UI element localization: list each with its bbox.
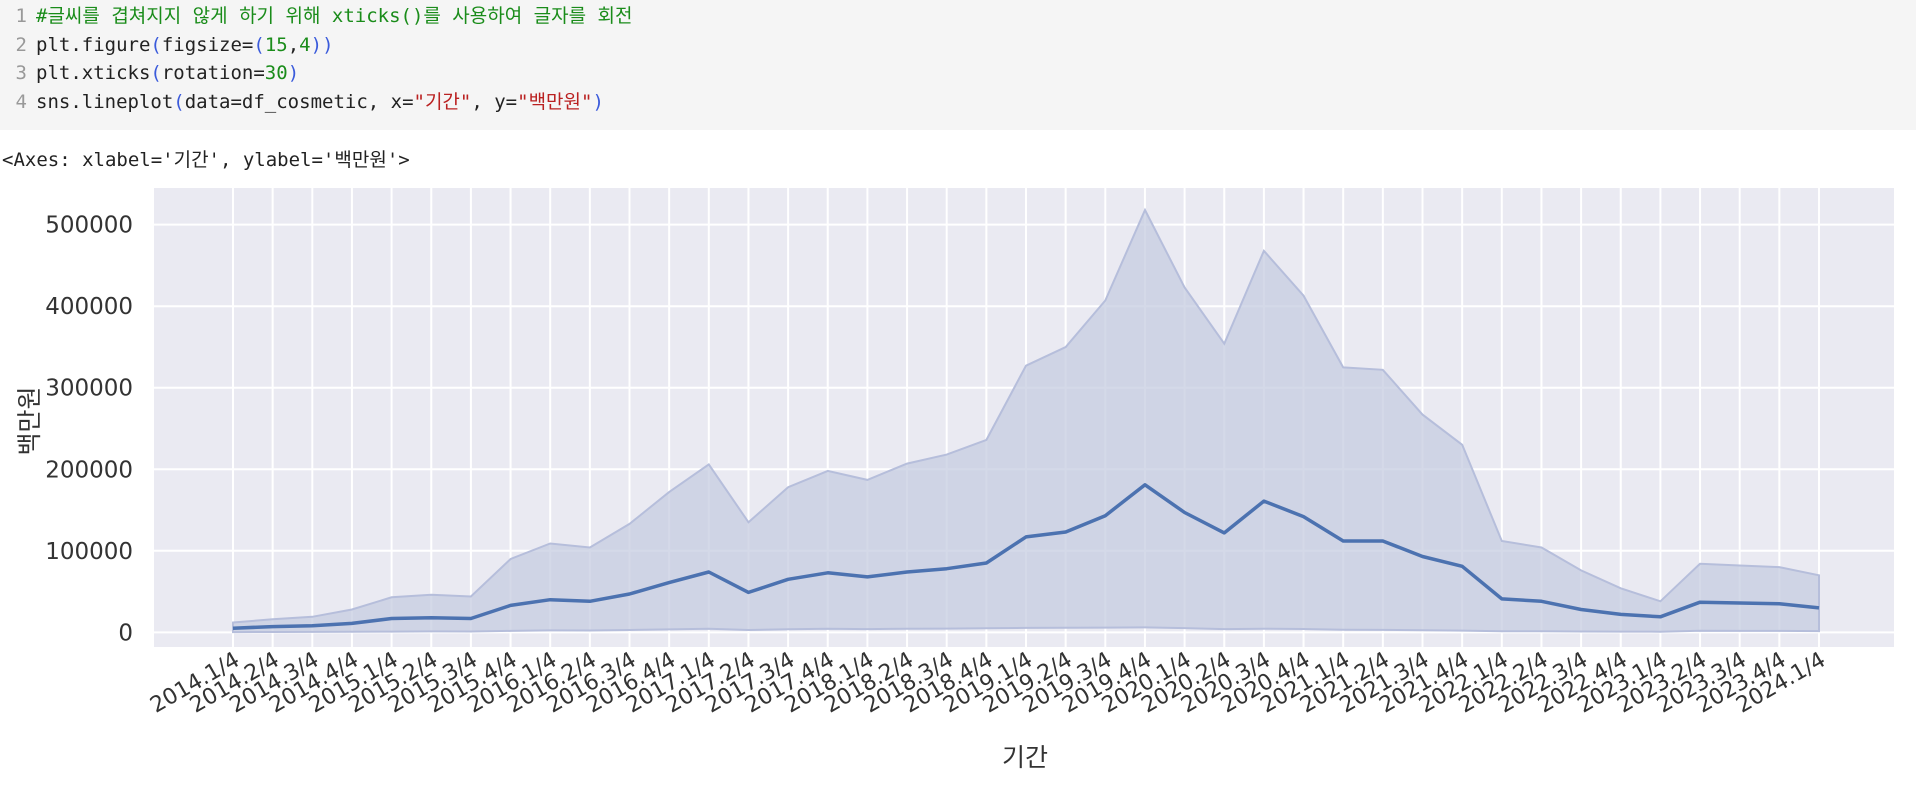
code-number: 30: [264, 62, 288, 84]
y-tick-label: 500000: [45, 213, 133, 239]
code-text: plt.figure(figsize=(15,4)): [36, 34, 334, 56]
code-token: rotation=: [161, 62, 265, 84]
confidence-band: [232, 207, 1820, 634]
code-paren: ): [592, 91, 604, 113]
code-string: "백만원": [517, 91, 593, 113]
y-tick-labels: 0 100000 200000 300000 400000 500000: [45, 213, 133, 647]
code-paren: ): [310, 34, 323, 56]
code-paren: (: [253, 34, 265, 56]
code-token: , y=: [471, 91, 518, 113]
code-line-4: 4 sns.lineplot(data=df_cosmetic, x="기간", …: [0, 88, 604, 116]
y-tick-label: 100000: [45, 539, 133, 565]
y-tick-label: 0: [118, 620, 133, 646]
line-chart: 0 100000 200000 300000 400000 500000 2014.1/4…: [15, 188, 1894, 772]
output-repr: <Axes: xlabel='기간', ylabel='백만원'>: [2, 149, 410, 171]
code-text: sns.lineplot(data=df_cosmetic, x="기간", y…: [36, 91, 604, 113]
line-number: 3: [15, 62, 27, 84]
code-line-3: 3 plt.xticks(rotation=30): [0, 59, 300, 87]
code-paren: (: [173, 91, 185, 113]
code-token: sns.lineplot: [36, 91, 174, 113]
code-token: plt.xticks: [36, 62, 151, 84]
code-string: "기간": [413, 91, 472, 113]
y-axis-label: 백만원: [15, 386, 44, 455]
series-line: [232, 483, 1820, 630]
x-tick-labels: 2014.1/42014.2/42014.3/42014.4/42015.1/4…: [146, 648, 1830, 719]
y-tick-label: 400000: [45, 294, 133, 320]
y-tick-label: 300000: [45, 376, 133, 402]
code-number: 15: [264, 34, 288, 56]
x-axis-label: 기간: [1002, 743, 1048, 772]
y-tick-label: 200000: [45, 457, 133, 483]
code-paren: (: [150, 34, 162, 56]
code-line-1: 1 #글씨를 겹쳐지지 않게 하기 위해 xticks()를 사용하여 글자를 회…: [0, 2, 633, 30]
code-paren: ): [287, 62, 300, 84]
line-number: 1: [15, 5, 27, 27]
code-token: data=df_cosmetic, x=: [184, 91, 414, 113]
line-number: 4: [15, 91, 27, 113]
code-paren: (: [150, 62, 162, 84]
code-paren: ): [322, 34, 334, 56]
line-number: 2: [15, 34, 27, 56]
code-line-2: 2 plt.figure(figsize=(15,4)): [0, 31, 334, 59]
code-number: 4: [299, 34, 311, 56]
code-token: plt.figure: [36, 34, 151, 56]
code-cell[interactable]: 1 #글씨를 겹쳐지지 않게 하기 위해 xticks()를 사용하여 글자를 회…: [0, 0, 1916, 130]
code-text: #글씨를 겹쳐지지 않게 하기 위해 xticks()를 사용하여 글자를 회전: [36, 5, 633, 27]
code-token: figsize=: [161, 34, 254, 56]
code-text: plt.xticks(rotation=30): [36, 62, 299, 84]
code-token: ,: [287, 34, 300, 56]
